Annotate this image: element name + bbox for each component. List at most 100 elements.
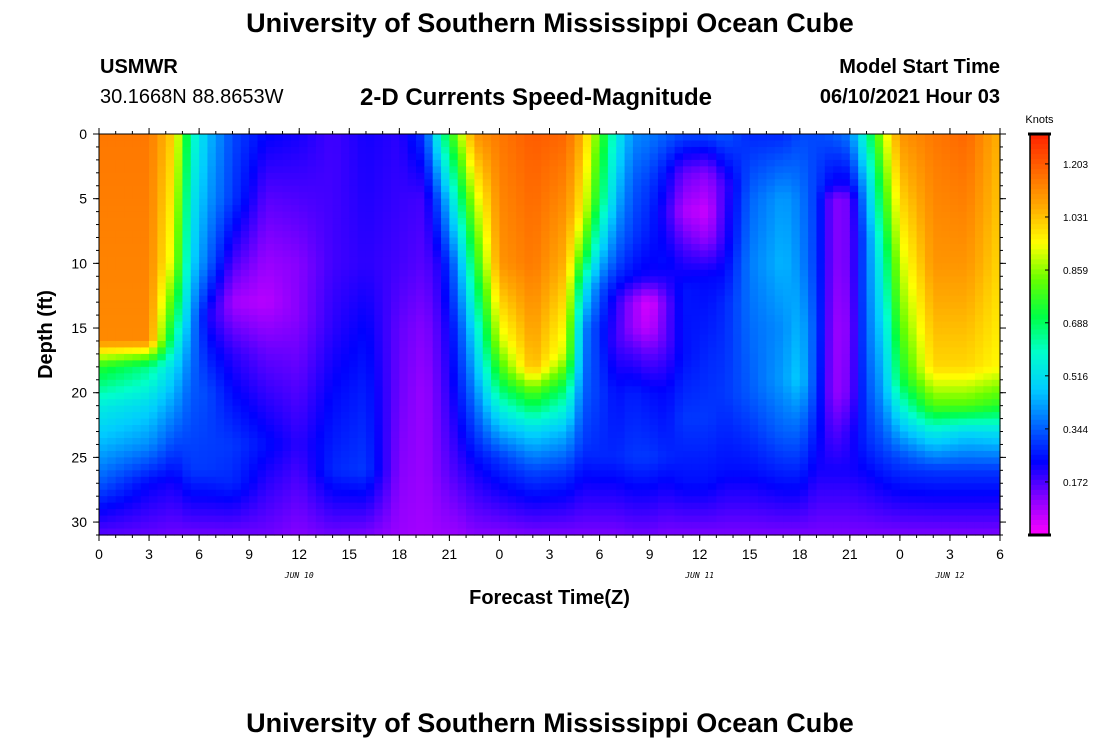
heatmap-cell [607, 269, 617, 277]
heatmap-cell [649, 159, 659, 167]
heatmap-cell [466, 134, 476, 142]
heatmap-cell [132, 515, 142, 523]
heatmap-cell [315, 134, 325, 142]
heatmap-cell [374, 224, 384, 232]
heatmap-cell [666, 185, 676, 193]
heatmap-cell [407, 185, 417, 193]
heatmap-cell [265, 308, 275, 316]
heatmap-cell [374, 134, 384, 142]
heatmap-cell [724, 502, 734, 510]
heatmap-cell [365, 502, 375, 510]
heatmap-cell [466, 256, 476, 264]
heatmap-cell [758, 353, 768, 361]
heatmap-cell [165, 502, 175, 510]
heatmap-cell [432, 386, 442, 394]
heatmap-cell [491, 425, 501, 433]
heatmap-cell [599, 315, 609, 323]
heatmap-cell [140, 483, 150, 491]
heatmap-cell [482, 224, 492, 232]
heatmap-cell [424, 444, 434, 452]
heatmap-cell [607, 379, 617, 387]
heatmap-cell [524, 515, 534, 523]
heatmap-cell [574, 328, 584, 336]
heatmap-cell [491, 353, 501, 361]
heatmap-cell [474, 302, 484, 310]
heatmap-cell [682, 340, 692, 349]
heatmap-cell [749, 328, 759, 336]
heatmap-cell [107, 192, 117, 200]
heatmap-cell [474, 289, 484, 297]
heatmap-cell [407, 153, 417, 161]
heatmap-cell [541, 502, 551, 510]
heatmap-cell [574, 295, 584, 303]
heatmap-cell [557, 282, 567, 290]
heatmap-cell [257, 269, 267, 277]
heatmap-cell [357, 192, 367, 200]
heatmap-cell [699, 386, 709, 394]
heatmap-cell [174, 302, 184, 310]
heatmap-cell [249, 386, 259, 394]
heatmap-cell [516, 243, 526, 252]
heatmap-cell [165, 405, 175, 413]
heatmap-cell [282, 134, 292, 142]
heatmap-cell [232, 282, 242, 290]
heatmap-cell [115, 218, 125, 226]
heatmap-cell [265, 528, 275, 536]
heatmap-cell [265, 470, 275, 478]
heatmap-cell [758, 179, 768, 187]
heatmap-cell [399, 450, 409, 458]
heatmap-cell [432, 237, 442, 245]
heatmap-cell [474, 179, 484, 187]
heatmap-cell [724, 211, 734, 219]
heatmap-cell [557, 496, 567, 504]
heatmap-cell [416, 321, 425, 329]
heatmap-cell [574, 237, 584, 245]
heatmap-cell [315, 315, 325, 323]
heatmap-cell [666, 405, 676, 413]
heatmap-cell [132, 205, 142, 213]
heatmap-cell [666, 340, 676, 349]
heatmap-cell [182, 347, 192, 355]
heatmap-cell [499, 502, 509, 510]
heatmap-cell [524, 399, 534, 407]
heatmap-cell [407, 269, 417, 277]
heatmap-cell [399, 366, 409, 374]
heatmap-cell [416, 140, 425, 148]
heatmap-cell [390, 528, 400, 536]
heatmap-cell [299, 457, 309, 465]
heatmap-cell [532, 134, 542, 142]
heatmap-cell [265, 405, 275, 413]
heatmap-cell [149, 263, 158, 271]
heatmap-cell [199, 205, 209, 213]
heatmap-cell [232, 476, 242, 484]
heatmap-cell [165, 470, 175, 478]
heatmap-cell [332, 159, 342, 167]
heatmap-cell [407, 276, 417, 284]
heatmap-cell [265, 502, 275, 510]
heatmap-cell [441, 522, 450, 530]
heatmap-cell [240, 140, 250, 148]
heatmap-cell [399, 237, 409, 245]
heatmap-cell [549, 463, 559, 471]
heatmap-cell [432, 192, 442, 200]
heatmap-cell [758, 444, 768, 452]
heatmap-cell [132, 496, 142, 504]
heatmap-cell [290, 198, 300, 206]
heatmap-cell [124, 483, 133, 491]
heatmap-cell [624, 185, 634, 193]
heatmap-cell [624, 250, 634, 258]
heatmap-cell [607, 256, 617, 264]
heatmap-cell [566, 146, 576, 155]
heatmap-cell [516, 295, 526, 303]
heatmap-cell [741, 379, 751, 387]
heatmap-cell [499, 360, 509, 368]
heatmap-cell [457, 379, 467, 387]
heatmap-cell [399, 302, 409, 310]
heatmap-cell [315, 463, 325, 471]
heatmap-cell [549, 509, 559, 517]
heatmap-cell [491, 153, 501, 161]
heatmap-cell [199, 237, 209, 245]
heatmap-cell [124, 328, 133, 336]
heatmap-cell [507, 399, 517, 407]
heatmap-cell [257, 379, 267, 387]
